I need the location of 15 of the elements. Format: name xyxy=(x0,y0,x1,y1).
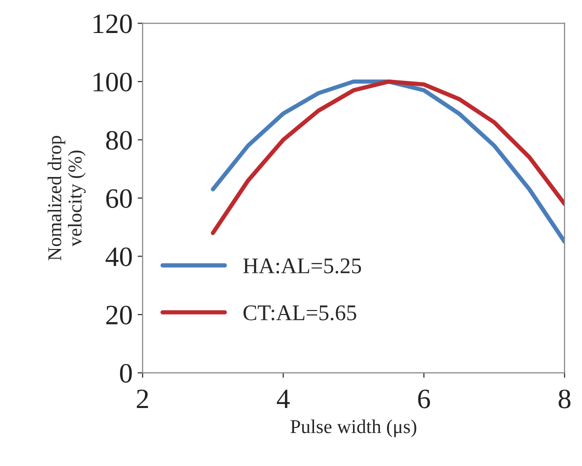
y-tick-label: 60 xyxy=(106,189,132,208)
x-tick-label: 6 xyxy=(418,390,430,408)
legend-label: CT:AL=5.65 xyxy=(244,305,356,320)
legend-label: HA:AL=5.25 xyxy=(243,258,362,274)
x-tick-label: 2 xyxy=(136,390,148,408)
y-tick-label: 80 xyxy=(106,130,132,150)
y-tick-label: 100 xyxy=(94,72,132,92)
x-tick-label: 8 xyxy=(558,390,570,408)
y-tick-label: 0 xyxy=(120,364,132,383)
y-tick-label: 20 xyxy=(106,306,132,324)
y-tick-label: 120 xyxy=(94,14,132,34)
y-axis-title: Nomalized drop velocity (%) xyxy=(48,136,86,260)
x-axis-title: Pulse width (μs) xyxy=(290,420,416,438)
y-tick-label: 40 xyxy=(106,247,132,266)
x-tick-label: 4 xyxy=(276,390,290,408)
